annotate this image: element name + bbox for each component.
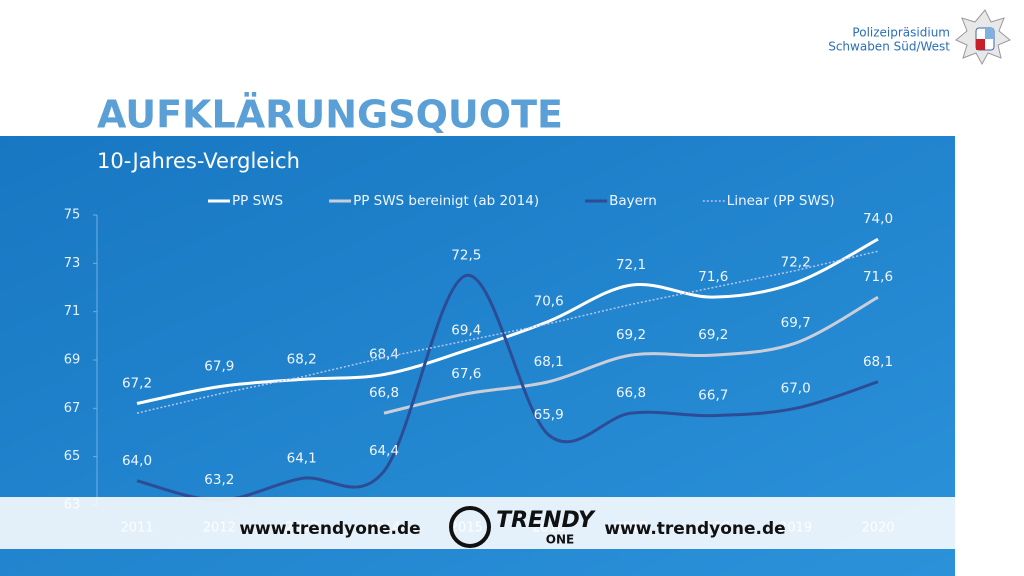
logo-line: Polizeipräsidium [852,26,950,40]
legend-label: PP SWS bereinigt (ab 2014) [353,193,539,209]
data-label: 68,4 [369,347,399,363]
data-label: 67,0 [781,380,811,396]
data-label: 72,2 [781,255,811,271]
legend-label: PP SWS [232,193,283,209]
y-tick-label: 67 [64,401,81,416]
watermark-url: www.trendyone.de [604,519,785,539]
data-label: 69,2 [616,327,646,343]
legend-label: Linear (PP SWS) [727,193,835,209]
data-label: 69,4 [451,322,481,338]
series-line [383,295,879,415]
data-label: 72,5 [451,247,481,263]
data-label: 72,1 [616,257,646,273]
series-line [136,273,879,502]
logo-line: Schwaben Süd/West [828,40,950,54]
title: AUFKLÄRUNGSQUOTE [97,93,563,137]
data-label: 66,8 [369,385,399,401]
y-tick-label: 69 [64,353,81,368]
subtitle: 10-Jahres-Vergleich [97,149,300,173]
data-label: 64,0 [122,453,152,469]
data-label: 64,4 [369,443,399,459]
data-label: 64,1 [287,450,317,466]
data-label: 70,6 [534,293,564,309]
data-label: 66,7 [698,388,728,404]
watermark-band [0,497,955,549]
data-label: 71,6 [863,269,893,285]
data-label: 63,2 [204,472,234,488]
data-label: 67,9 [204,359,234,375]
data-label: 71,6 [698,269,728,285]
police-star [955,9,1011,66]
y-tick-label: 71 [64,304,81,319]
data-label: 68,2 [287,351,317,367]
watermark-logo-ring [449,506,491,548]
y-tick-label: 65 [64,449,81,464]
data-label: 67,6 [451,366,481,382]
data-label: 69,7 [781,315,811,331]
watermark-brand-sub: ONE [546,533,574,547]
legend-label: Bayern [609,193,657,209]
data-label: 67,2 [122,376,152,392]
watermark-url: www.trendyone.de [239,519,420,539]
y-tick-label: 73 [64,256,81,271]
data-label: 66,8 [616,385,646,401]
watermark-brand: TRENDY [496,508,596,533]
data-label: 68,1 [534,354,564,370]
data-label: 74,0 [863,211,893,227]
data-label: 69,2 [698,327,728,343]
series-line [136,237,879,405]
y-tick-label: 75 [64,208,81,223]
data-label: 68,1 [863,354,893,370]
data-label: 65,9 [534,407,564,423]
